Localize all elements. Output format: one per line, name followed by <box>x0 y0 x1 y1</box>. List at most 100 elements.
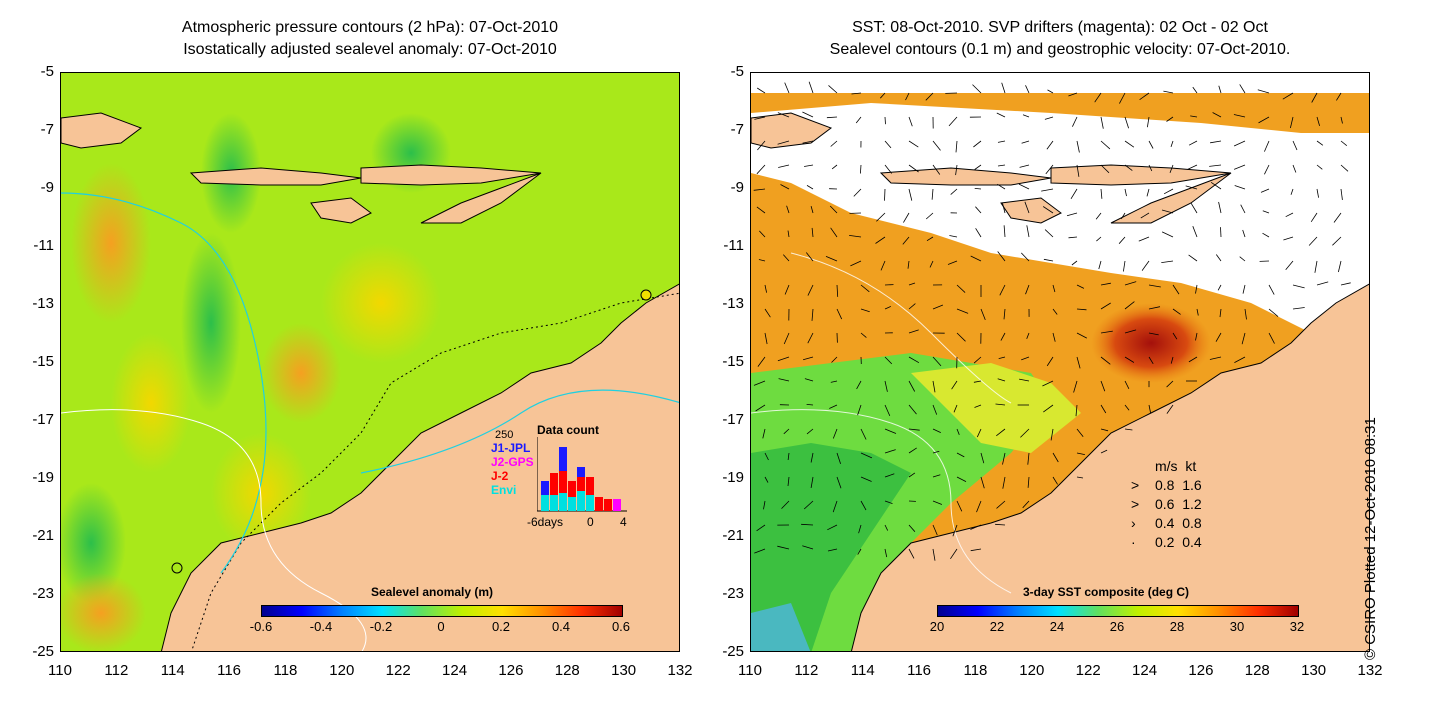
velocity-arrow <box>1120 212 1126 220</box>
velocity-arrow <box>764 332 768 345</box>
colorbar-tick-label: 24 <box>1049 619 1065 634</box>
velocity-arrow <box>1025 284 1030 295</box>
y-tick-label: -11 <box>723 237 744 254</box>
velocity-arrow <box>1166 380 1174 388</box>
velocity-arrow <box>970 548 982 552</box>
velocity-arrow <box>778 164 790 168</box>
velocity-arrow <box>1311 92 1318 103</box>
x-tick-label: 116 <box>907 662 932 679</box>
velocity-arrow <box>1172 284 1180 295</box>
velocity-arrow <box>1161 231 1174 238</box>
y-tick-label: -13 <box>722 295 744 312</box>
velocity-arrow <box>955 140 958 153</box>
velocity-arrow <box>754 116 766 120</box>
velocity-arrow <box>764 476 769 483</box>
velocity-arrow <box>860 332 867 338</box>
velocity-arrow <box>908 356 920 364</box>
y-tick-label: -11 <box>33 237 54 254</box>
velocity-arrow <box>1100 140 1111 150</box>
sst-map: m/s kt >0.8 1.6 >0.6 1.2 › 0.4 0.8 · 0.2 0… <box>750 72 1370 652</box>
velocity-arrow <box>932 380 936 393</box>
velocity-arrow <box>1268 308 1279 317</box>
velocity-arrow <box>955 164 958 176</box>
velocity-arrow <box>858 524 862 534</box>
velocity-arrow <box>1190 115 1198 118</box>
velocity-arrow <box>826 116 838 119</box>
velocity-arrow <box>1045 164 1054 175</box>
velocity-arrow <box>908 282 916 286</box>
velocity-arrow <box>758 259 766 262</box>
sealevel-colorbar: Sealevel anomaly (m) -0.6 -0.4 -0.2 0 0.2 0.4… <box>250 583 631 643</box>
sst-colorbar-title: 3-day SST composite (deg C) <box>1023 585 1190 599</box>
velocity-arrow <box>926 236 934 242</box>
velocity-arrow <box>1148 284 1161 288</box>
velocity-arrow <box>1290 116 1294 129</box>
velocity-arrow <box>970 524 982 530</box>
velocity-arrow <box>1076 356 1081 369</box>
velocity-arrow <box>1100 116 1104 129</box>
velocity-arrow <box>1124 281 1137 286</box>
velocity-arrow <box>902 236 910 245</box>
velocity-arrow <box>1043 404 1054 413</box>
velocity-arrow <box>1209 164 1222 167</box>
velocity-arrow <box>1161 260 1174 263</box>
velocity-arrow <box>756 164 766 175</box>
velocity-arrow <box>908 380 916 392</box>
velocity-arrow <box>1172 308 1181 315</box>
velocity-arrow <box>1187 164 1198 170</box>
data-count-xlabel-left: -6days <box>527 515 564 529</box>
velocity-arrow <box>860 452 873 459</box>
velocity-arrow <box>1244 308 1247 320</box>
velocity-arrow <box>884 306 891 310</box>
velocity-arrow <box>905 92 910 101</box>
velocity-arrow <box>908 447 917 454</box>
colorbar-tick-label: -0.6 <box>249 619 273 634</box>
velocity-arrow <box>1052 308 1058 315</box>
velocity-arrow <box>827 548 838 552</box>
y-tick-label: -15 <box>32 353 54 370</box>
velocity-arrow <box>1002 452 1006 465</box>
velocity-arrow <box>1258 116 1270 124</box>
sst-colorbar-gradient <box>937 605 1299 617</box>
velocity-arrow <box>973 380 982 383</box>
velocity-arrow <box>1290 188 1294 195</box>
right-title-line2: Sealevel contours (0.1 m) and geostrophi… <box>829 41 1291 58</box>
velocity-arrow <box>1124 301 1135 310</box>
velocity-arrow <box>1196 308 1199 316</box>
velocity-arrow <box>1340 188 1343 200</box>
velocity-arrow <box>974 164 982 170</box>
velocity-arrow <box>908 140 919 148</box>
x-tick-label: 130 <box>1301 662 1327 679</box>
x-tick-label: 124 <box>442 662 468 679</box>
velocity-arrow <box>860 500 867 511</box>
velocity-arrow <box>764 284 767 293</box>
velocity-arrow <box>810 476 814 488</box>
velocity-arrow <box>806 185 814 190</box>
velocity-arrow <box>884 548 888 558</box>
velocity-arrow <box>980 476 985 489</box>
velocity-arrow <box>932 140 941 151</box>
velocity-arrow <box>1233 164 1246 170</box>
velocity-arrow <box>998 356 1006 359</box>
right-title-line1: SST: 08-Oct-2010. SVP drifters (magenta)… <box>852 19 1268 36</box>
velocity-arrow <box>973 356 982 364</box>
velocity-arrow <box>1262 210 1270 214</box>
velocity-arrow <box>1140 212 1150 219</box>
velocity-arrow <box>1292 140 1298 151</box>
velocity-arrow <box>1163 90 1174 94</box>
velocity-arrow <box>884 524 889 531</box>
velocity-arrow <box>756 524 766 532</box>
velocity-arrow <box>1024 201 1030 214</box>
velocity-arrow <box>806 428 814 435</box>
velocity-arrow <box>1218 85 1222 94</box>
velocity-arrow <box>875 236 886 244</box>
x-tick-label: 122 <box>385 662 411 679</box>
velocity-arrow <box>1046 140 1054 150</box>
velocity-arrow <box>1021 252 1030 262</box>
x-tick-label: 132 <box>1357 662 1383 679</box>
velocity-arrow <box>1138 236 1150 242</box>
velocity-arrow <box>1076 140 1080 153</box>
velocity-arrow <box>836 452 841 465</box>
x-tick-label: 110 <box>738 662 762 679</box>
velocity-arrow <box>1242 284 1246 294</box>
